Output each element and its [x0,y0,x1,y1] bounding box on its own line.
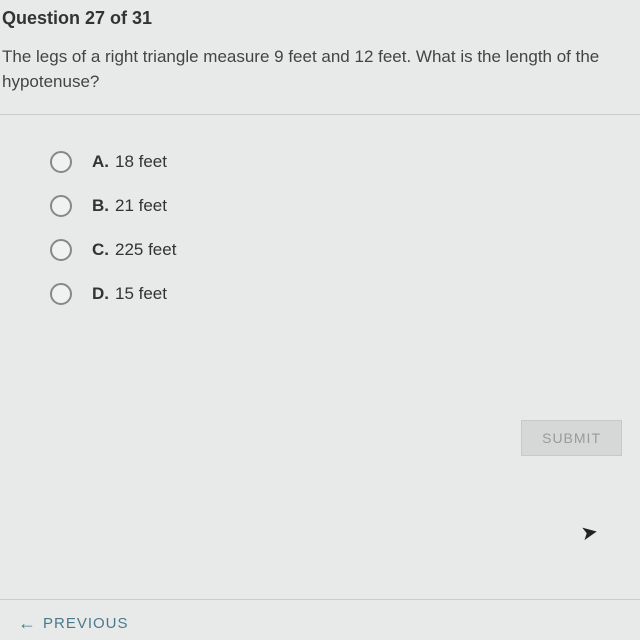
question-header: Question 27 of 31 [0,8,640,29]
option-c[interactable]: C. 225 feet [50,239,640,261]
option-b-letter: B. [92,196,109,216]
radio-c[interactable] [50,239,72,261]
option-a-letter: A. [92,152,109,172]
option-d-letter: D. [92,284,109,304]
option-b-text: 21 feet [115,196,167,216]
divider-bottom [0,599,640,600]
question-text: The legs of a right triangle measure 9 f… [0,45,640,94]
radio-a[interactable] [50,151,72,173]
submit-button[interactable]: SUBMIT [521,420,622,456]
option-a[interactable]: A. 18 feet [50,151,640,173]
option-c-letter: C. [92,240,109,260]
radio-d[interactable] [50,283,72,305]
option-d-text: 15 feet [115,284,167,304]
option-c-text: 225 feet [115,240,176,260]
option-d[interactable]: D. 15 feet [50,283,640,305]
arrow-left-icon: ← [18,613,37,634]
cursor-icon: ➤ [579,519,600,547]
previous-label: PREVIOUS [43,615,129,632]
options-list: A. 18 feet B. 21 feet C. 225 feet D. 15 … [0,115,640,305]
radio-b[interactable] [50,195,72,217]
previous-button[interactable]: ← PREVIOUS [18,613,129,634]
option-a-text: 18 feet [115,152,167,172]
option-b[interactable]: B. 21 feet [50,195,640,217]
